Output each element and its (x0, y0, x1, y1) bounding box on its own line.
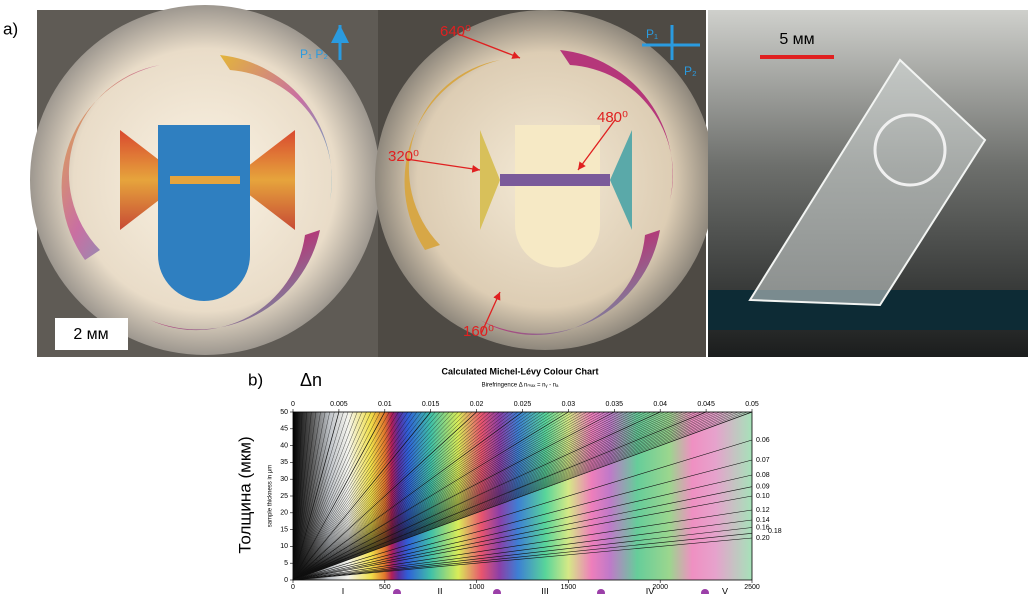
top-tick-label: 0.05 (745, 401, 759, 408)
left-tick-label: 45 (280, 426, 288, 433)
order-label: III (541, 586, 549, 594)
left-tick-label: 15 (280, 526, 288, 533)
right-tick-label: 0.10 (756, 493, 770, 500)
left-tick-label: 25 (280, 493, 288, 500)
chart-title: Calculated Michel-Lévy Colour Chart (441, 366, 598, 376)
left-tick-label: 0 (284, 577, 288, 584)
scale-bar-label: 5 мм (779, 31, 814, 48)
order-marker (393, 589, 401, 594)
right-tick-label: 0.12 (756, 507, 770, 514)
right-tick-label: 0.09 (756, 484, 770, 491)
left-tick-label: 10 (280, 543, 288, 550)
order-label: II (437, 586, 442, 594)
bottom-tick-label: 1000 (469, 584, 485, 591)
top-tick-label: 0.025 (514, 401, 532, 408)
right-tick-label: 0.06 (756, 437, 770, 444)
thickness-label: Толщина (мкм) (235, 436, 254, 553)
bottom-tick-label: 2500 (744, 584, 760, 591)
order-marker (701, 589, 709, 594)
left-tick-label: 40 (280, 442, 288, 449)
photo-3 (708, 10, 1028, 357)
delta-n-label: Δn (300, 370, 322, 390)
angle-label: 640⁰ (440, 23, 471, 40)
right-tick-label: 0.07 (756, 457, 770, 464)
angle-label: 160⁰ (463, 323, 494, 340)
polarizer-label: P₁ P₂ (300, 47, 328, 61)
left-tick-label: 20 (280, 510, 288, 517)
bottom-tick-label: 500 (379, 584, 391, 591)
bottom-tick-label: 2000 (652, 584, 668, 591)
polarizer-label: P₁ (646, 27, 658, 41)
top-tick-label: 0.045 (697, 401, 715, 408)
top-tick-label: 0 (291, 401, 295, 408)
right-tick-label: 0.18 (768, 528, 782, 535)
bottom-tick-label: 0 (291, 584, 295, 591)
top-tick-label: 0.005 (330, 401, 348, 408)
angle-label: 320⁰ (388, 148, 419, 165)
bottom-tick-label: 1500 (561, 584, 577, 591)
top-tick-label: 0.01 (378, 401, 392, 408)
left-tick-label: 5 (284, 560, 288, 567)
left-tick-label: 35 (280, 459, 288, 466)
order-label: V (722, 586, 728, 594)
order-label: IV (646, 586, 655, 594)
right-tick-label: 0.14 (756, 517, 770, 524)
order-marker (493, 589, 501, 594)
order-label: I (342, 586, 345, 594)
top-tick-label: 0.03 (562, 401, 576, 408)
left-tick-label: 30 (280, 476, 288, 483)
top-tick-label: 0.035 (606, 401, 624, 408)
top-tick-label: 0.04 (653, 401, 667, 408)
right-tick-label: 0.20 (756, 535, 770, 542)
polarizer-label: P₂ (684, 64, 697, 78)
right-tick-label: 0.08 (756, 472, 770, 479)
order-marker (597, 589, 605, 594)
figure: a) P₁ P₂ 2 мм P₁ P₂ 5 мм 640⁰ 480⁰ 320⁰ 160… (0, 0, 1028, 594)
photo-2 (375, 10, 715, 357)
y-axis-label: sample thickness in μm (268, 465, 274, 527)
left-tick-label: 50 (280, 409, 288, 416)
scale-bar-label: 2 мм (73, 326, 108, 343)
panel-label: a) (3, 19, 18, 38)
top-tick-label: 0.015 (422, 401, 440, 408)
chart-subtitle: Birefringence Δ nₘₐₓ = nᵧ - nₐ (482, 383, 559, 389)
panel-label: b) (248, 370, 263, 389)
top-tick-label: 0.02 (470, 401, 484, 408)
angle-label: 480⁰ (597, 109, 628, 126)
